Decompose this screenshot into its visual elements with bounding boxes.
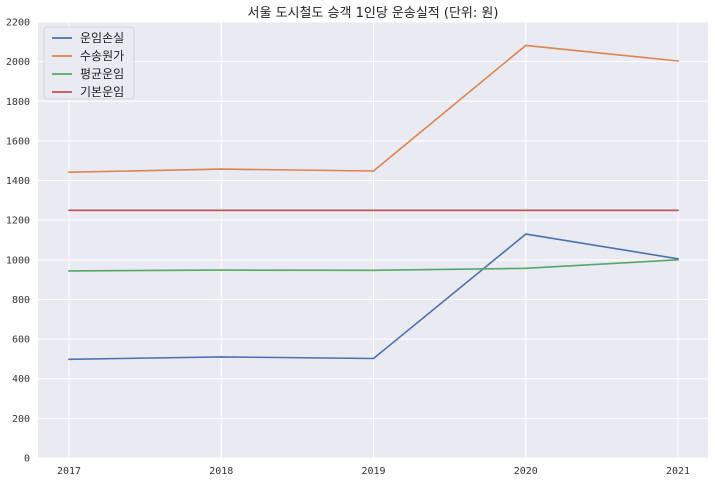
legend-box xyxy=(43,26,135,100)
y-tick-label: 2200 xyxy=(6,18,30,29)
y-tick-label: 1400 xyxy=(6,176,30,187)
data-point xyxy=(677,60,679,62)
data-point xyxy=(524,44,527,47)
y-tick-label: 1600 xyxy=(6,136,30,147)
y-tick-label: 200 xyxy=(12,414,30,425)
y-tick-label: 600 xyxy=(12,335,30,346)
y-axis: 0 200 400 600 800 1000 1200 1400 1600 1800 2000 220… xyxy=(6,18,30,465)
x-tick-label: 2019 xyxy=(361,466,385,477)
data-point xyxy=(68,171,70,174)
y-tick-label: 1000 xyxy=(6,255,30,266)
data-point xyxy=(677,209,679,212)
x-tick-label: 2021 xyxy=(666,466,690,477)
data-point xyxy=(220,168,223,170)
data-point xyxy=(372,170,375,172)
grid xyxy=(38,21,708,459)
x-axis: 2017 2018 2019 2020 2021 xyxy=(57,466,690,477)
x-tick-label: 2018 xyxy=(209,466,233,477)
series-lines xyxy=(68,44,679,361)
data-point xyxy=(372,357,375,360)
data-point xyxy=(677,259,679,261)
data-point xyxy=(524,267,527,270)
x-tick-label: 2017 xyxy=(57,466,81,477)
data-point xyxy=(220,269,223,271)
data-point xyxy=(372,209,375,212)
legend-label: 운임손실 xyxy=(80,31,124,45)
legend-label: 수송원가 xyxy=(80,49,124,63)
y-tick-label: 800 xyxy=(12,295,30,306)
data-point xyxy=(524,233,527,235)
legend-label: 기본운임 xyxy=(80,85,124,99)
y-tick-label: 2000 xyxy=(6,57,30,68)
x-tick-label: 2020 xyxy=(514,466,538,477)
chart-title: 서울 도시철도 승객 1인당 운송실적 (단위: 원) xyxy=(248,6,499,21)
data-point xyxy=(220,209,223,212)
y-tick-label: 1200 xyxy=(6,216,30,227)
data-point xyxy=(68,358,70,361)
legend-label: 평균운임 xyxy=(80,67,124,81)
data-point xyxy=(524,209,527,212)
y-tick-label: 400 xyxy=(12,374,30,385)
data-point xyxy=(372,269,375,272)
data-point xyxy=(220,356,223,358)
data-point xyxy=(68,270,70,272)
data-point xyxy=(68,209,70,212)
y-tick-label: 0 xyxy=(24,454,30,465)
y-tick-label: 1800 xyxy=(6,97,30,108)
